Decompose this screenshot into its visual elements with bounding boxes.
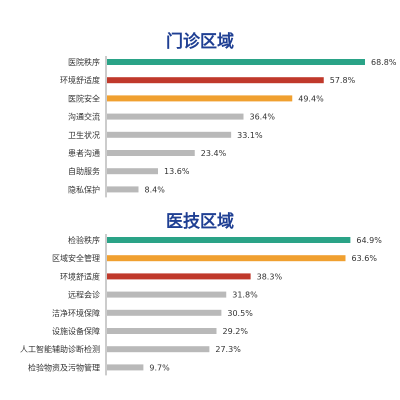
bar xyxy=(107,328,217,334)
bar xyxy=(107,186,139,193)
value-label: 27.3% xyxy=(215,345,241,354)
value-label: 68.8% xyxy=(371,58,397,67)
value-label: 64.9% xyxy=(356,236,382,245)
value-label: 8.4% xyxy=(145,185,166,194)
category-label: 隐私保护 xyxy=(68,184,100,194)
bar xyxy=(107,346,210,353)
category-label: 人工智能辅助诊断检测 xyxy=(20,344,100,354)
category-label: 自助服务 xyxy=(68,166,100,176)
category-label: 远程会诊 xyxy=(68,290,100,300)
category-label: 医院秩序 xyxy=(68,57,100,67)
bar xyxy=(107,364,144,371)
value-label: 9.7% xyxy=(149,363,170,372)
category-label: 检验物资及污物管理 xyxy=(28,362,100,372)
chart-title-outpatient: 门诊区域 xyxy=(166,32,234,52)
outpatient-bar-chart: 医院秩序 68.8% 环境舒适度 57.8% 医院安全 49.4% 沟通交流 36.4% 卫生状… xyxy=(60,56,397,198)
value-label: 49.4% xyxy=(298,94,324,103)
category-label: 医院安全 xyxy=(68,93,100,103)
bar xyxy=(107,291,227,298)
value-label: 36.4% xyxy=(250,113,276,122)
bar xyxy=(107,150,195,156)
value-label: 23.4% xyxy=(201,149,227,158)
category-label: 环境舒适度 xyxy=(60,75,100,85)
category-label: 沟通交流 xyxy=(68,112,100,122)
bar xyxy=(107,273,251,280)
bar xyxy=(107,59,365,65)
bar xyxy=(107,95,293,102)
value-label: 57.8% xyxy=(330,76,356,85)
bar xyxy=(107,113,244,120)
medtech-bar-chart: 检验秩序 64.9% 区域安全管理 63.6% 环境舒适度 38.3% 远程会诊 31.8% 洁… xyxy=(20,234,382,376)
category-label: 区域安全管理 xyxy=(52,253,100,263)
value-label: 33.1% xyxy=(237,131,263,140)
value-label: 29.2% xyxy=(223,327,249,336)
category-label: 卫生状况 xyxy=(68,130,100,140)
category-label: 设施设备保障 xyxy=(52,326,100,336)
value-label: 38.3% xyxy=(257,272,283,281)
bar xyxy=(107,131,232,138)
category-label: 患者沟通 xyxy=(68,148,100,158)
bar xyxy=(107,77,324,84)
category-label: 检验秩序 xyxy=(68,235,100,245)
bar xyxy=(107,309,222,316)
bar xyxy=(107,237,351,243)
chart-title-medtech: 医技区域 xyxy=(166,212,234,232)
value-label: 13.6% xyxy=(164,167,190,176)
value-label: 30.5% xyxy=(227,309,253,318)
value-label: 63.6% xyxy=(352,254,378,263)
bar xyxy=(107,168,158,175)
category-label: 环境舒适度 xyxy=(60,271,100,281)
value-label: 31.8% xyxy=(232,291,258,300)
category-label: 洁净环境保障 xyxy=(52,308,100,318)
bar xyxy=(107,255,346,262)
